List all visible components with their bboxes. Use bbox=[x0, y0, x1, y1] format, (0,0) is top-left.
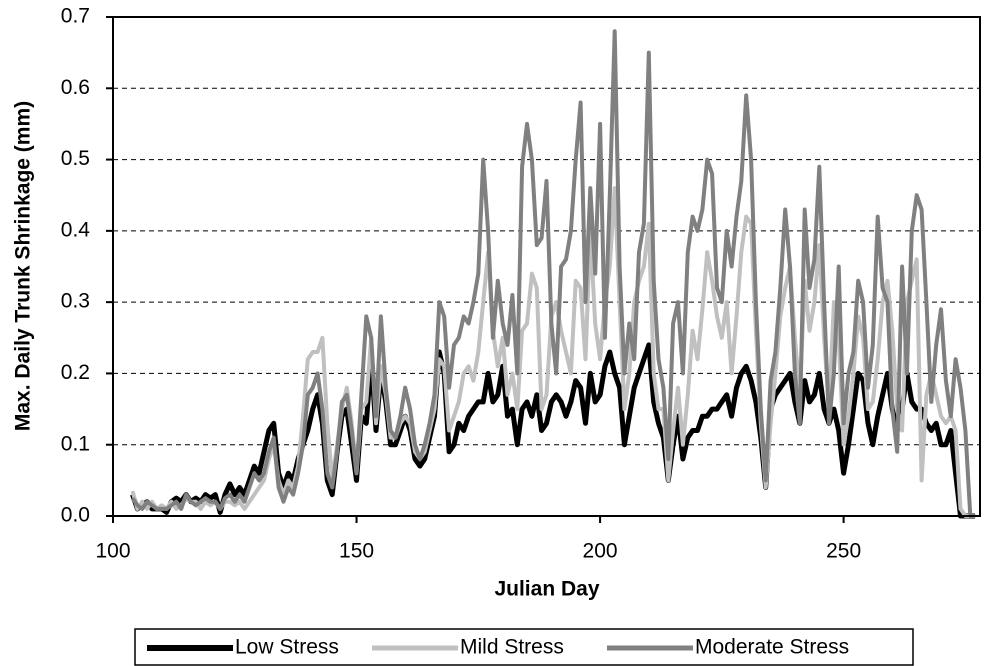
x-tick-label: 150 bbox=[339, 540, 374, 563]
x-axis-label: Julian Day bbox=[494, 578, 599, 601]
y-tick-label: 0.7 bbox=[61, 5, 90, 28]
y-tick-label: 0.0 bbox=[61, 504, 90, 527]
y-tick-label: 0.6 bbox=[61, 76, 90, 99]
y-tick-label: 0.2 bbox=[61, 361, 90, 384]
series-line bbox=[130, 342, 976, 519]
x-tick-label: 250 bbox=[826, 540, 861, 563]
legend-label: Low Stress bbox=[235, 636, 339, 659]
legend-label: Mild Stress bbox=[460, 636, 564, 659]
plot-frame bbox=[112, 16, 981, 517]
y-tick-label: 0.4 bbox=[61, 218, 91, 241]
y-tick-label: 0.5 bbox=[61, 147, 90, 170]
x-tick-label: 200 bbox=[583, 540, 618, 563]
y-tick-label: 0.1 bbox=[61, 432, 90, 455]
y-tick-label: 0.3 bbox=[61, 290, 90, 313]
series-line bbox=[130, 29, 976, 518]
x-tick-label: 100 bbox=[95, 540, 130, 563]
legend-box bbox=[134, 628, 914, 666]
y-axis-label: Max. Daily Trunk Shrinkage (mm) bbox=[12, 101, 35, 431]
legend-label: Moderate Stress bbox=[695, 636, 849, 659]
